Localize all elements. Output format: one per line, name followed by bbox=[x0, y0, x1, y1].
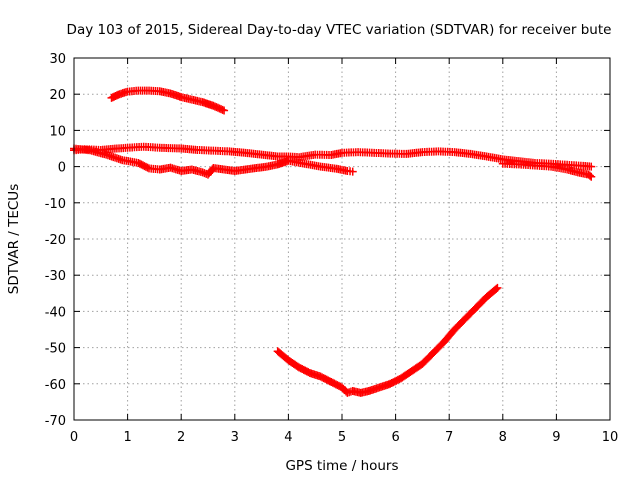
y-tick-label: 30 bbox=[49, 52, 66, 67]
x-tick-label: 3 bbox=[231, 430, 239, 445]
y-tick-label: -30 bbox=[45, 269, 66, 284]
y-tick-label: 20 bbox=[49, 88, 66, 103]
y-tick-label: -20 bbox=[45, 233, 66, 248]
y-tick-label: -40 bbox=[45, 305, 66, 320]
y-tick-label: -50 bbox=[45, 342, 66, 357]
data-points bbox=[70, 86, 596, 397]
y-tick-label: -10 bbox=[45, 197, 66, 212]
x-axis-label: GPS time / hours bbox=[285, 458, 398, 474]
x-tick-label: 7 bbox=[445, 430, 453, 445]
x-tick-label: 6 bbox=[391, 430, 399, 445]
data-point bbox=[585, 171, 594, 180]
x-axis: 0 1 2 3 4 5 6 7 8 9 10 bbox=[70, 58, 618, 445]
series-1 bbox=[107, 86, 229, 115]
x-tick-label: 0 bbox=[70, 430, 78, 445]
y-tick-label: -70 bbox=[45, 414, 66, 429]
x-tick-label: 5 bbox=[338, 430, 346, 445]
data-point bbox=[493, 283, 502, 292]
chart-title: Day 103 of 2015, Sidereal Day-to-day VTE… bbox=[67, 22, 612, 38]
data-point bbox=[492, 284, 501, 293]
series-4 bbox=[498, 159, 596, 181]
y-tick-label: -60 bbox=[45, 378, 66, 393]
data-point bbox=[587, 172, 596, 181]
x-tick-label: 2 bbox=[177, 430, 185, 445]
y-tick-label: 10 bbox=[49, 124, 66, 139]
data-point bbox=[587, 162, 596, 171]
y-axis-label: SDTVAR / TECUs bbox=[6, 184, 22, 294]
x-tick-label: 9 bbox=[552, 430, 560, 445]
x-tick-label: 1 bbox=[123, 430, 131, 445]
y-tick-label: 0 bbox=[58, 161, 66, 176]
data-point bbox=[220, 106, 229, 115]
series-5 bbox=[273, 283, 502, 397]
x-tick-label: 8 bbox=[499, 430, 507, 445]
data-point bbox=[143, 163, 152, 172]
x-tick-label: 10 bbox=[602, 430, 619, 445]
y-axis: -70 -60 -50 -40 -30 -20 -10 0 10 20 30 bbox=[45, 52, 610, 429]
plot-border bbox=[73, 57, 611, 421]
data-point bbox=[348, 167, 357, 176]
x-tick-label: 4 bbox=[284, 430, 292, 445]
series-3 bbox=[70, 144, 357, 179]
